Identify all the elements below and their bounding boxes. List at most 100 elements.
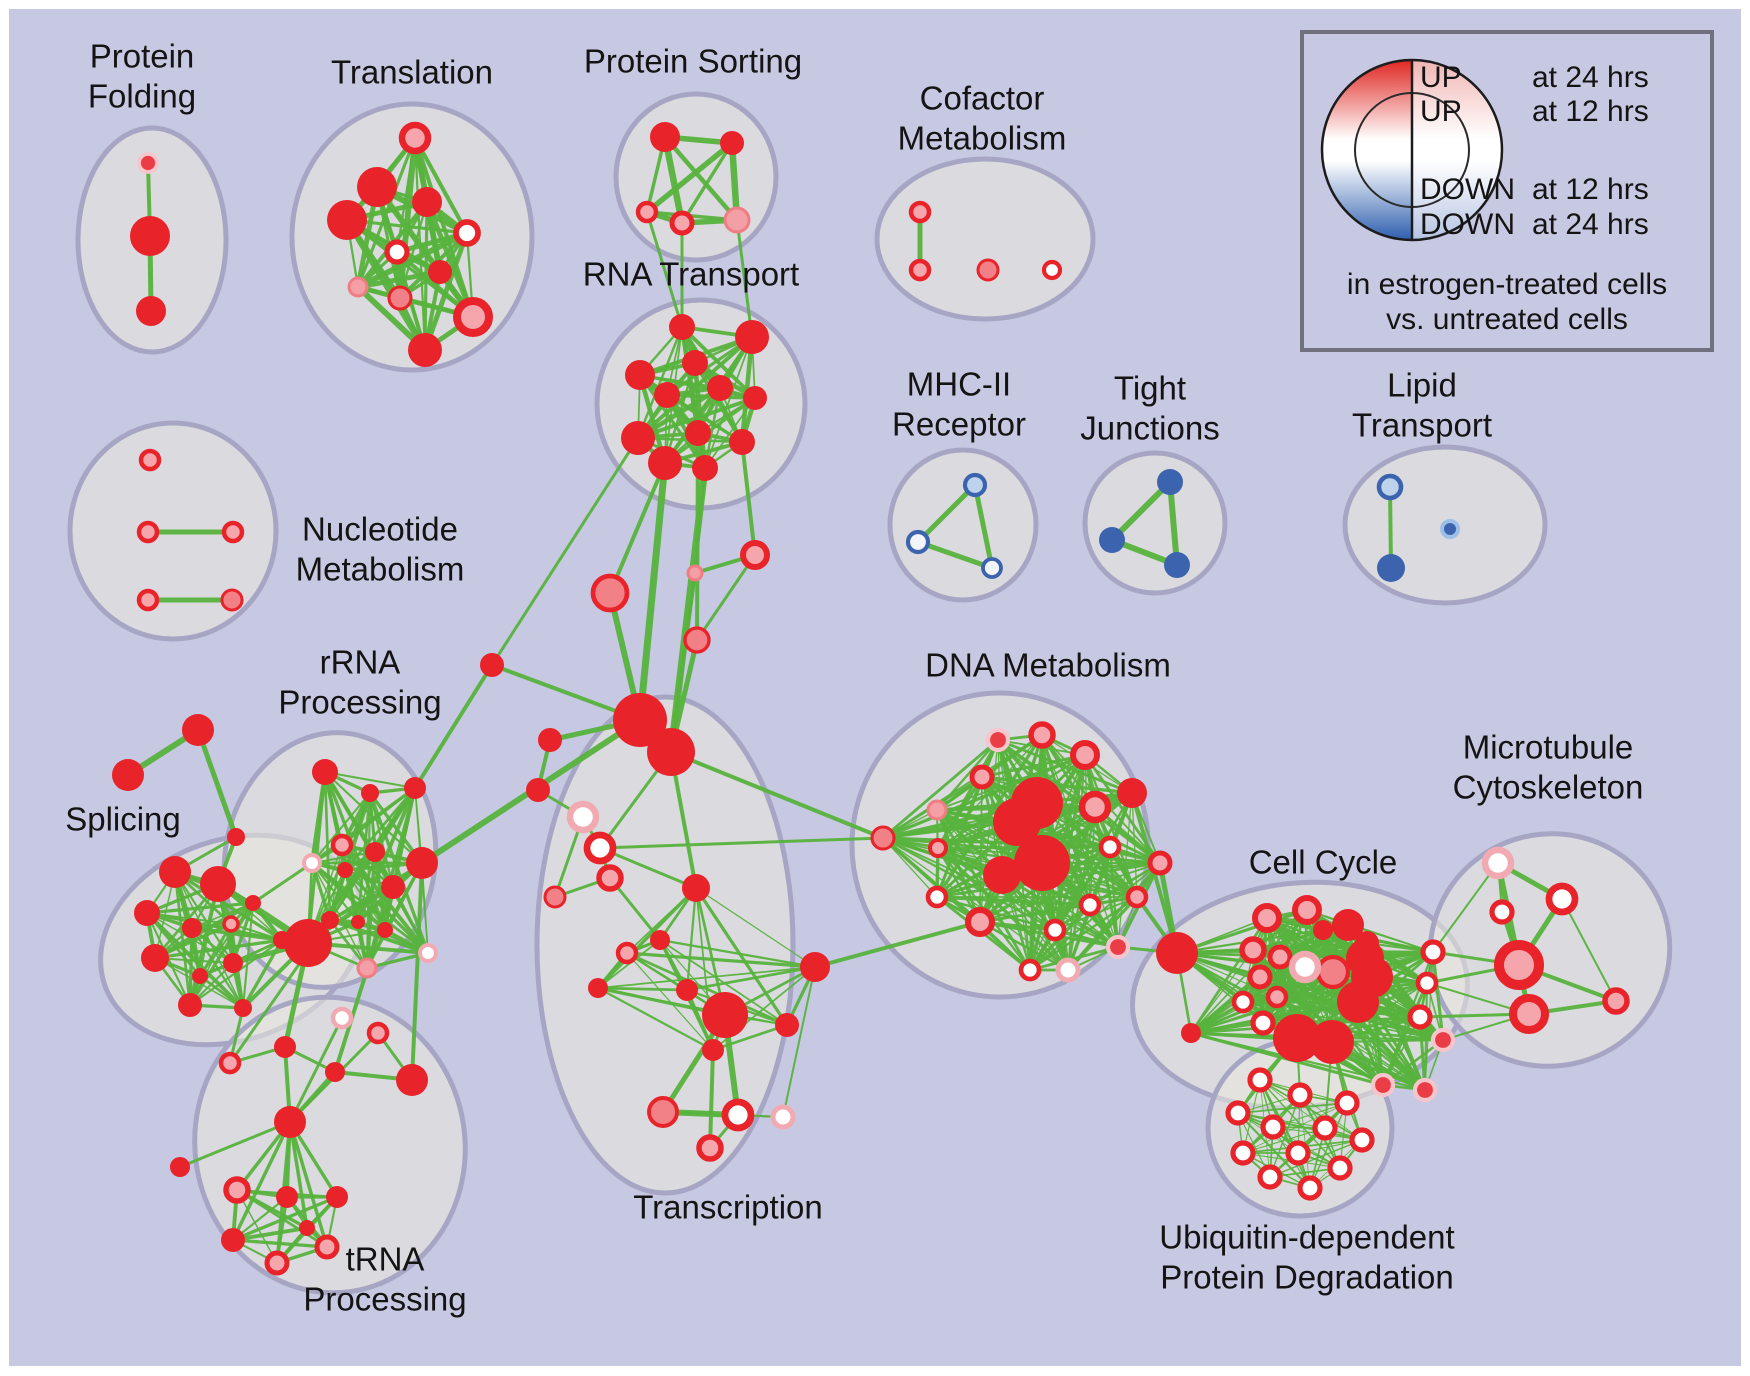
node-ubiquitin-degradation-3[interactable]	[1225, 1100, 1251, 1126]
node-dna-metabolism-17[interactable]	[1125, 885, 1149, 909]
node-transcription-12[interactable]	[721, 1098, 755, 1132]
node-ubiquitin-degradation-10[interactable]	[1257, 1164, 1283, 1190]
node-ubiquitin-degradation-8[interactable]	[1285, 1140, 1311, 1166]
node-protein-folding-1[interactable]	[130, 216, 170, 256]
node-transcription-5[interactable]	[588, 978, 608, 998]
node-transcription-13[interactable]	[770, 1104, 796, 1130]
node-cell-cycle-12[interactable]	[1267, 944, 1293, 970]
node-dna-metabolism-0[interactable]	[870, 825, 896, 851]
node-cell-cycle-3[interactable]	[1292, 895, 1322, 925]
node-hub-6[interactable]	[538, 728, 562, 752]
node-translation-4[interactable]	[453, 219, 481, 247]
node-dna-metabolism-6[interactable]	[1078, 790, 1112, 824]
node-trna-processing-3[interactable]	[325, 1062, 345, 1082]
node-cell-cycle-23[interactable]	[1430, 1027, 1456, 1053]
node-microtubule-cytoskeleton-3[interactable]	[1494, 940, 1544, 990]
node-cell-cycle-5[interactable]	[1332, 909, 1364, 941]
node-splicing-8[interactable]	[245, 895, 261, 911]
node-translation-6[interactable]	[428, 260, 452, 284]
node-cell-cycle-4[interactable]	[1313, 920, 1333, 940]
node-rrna-processing-13[interactable]	[418, 943, 438, 963]
node-microtubule-cytoskeleton-4[interactable]	[1602, 987, 1630, 1015]
node-cell-cycle-0[interactable]	[1156, 932, 1198, 974]
node-rna-transport-9[interactable]	[729, 429, 755, 455]
node-hub-4[interactable]	[590, 573, 630, 613]
node-transcription-0[interactable]	[583, 831, 617, 865]
node-trna-processing-9[interactable]	[314, 1234, 340, 1260]
node-hub-2[interactable]	[740, 540, 770, 570]
node-trna-processing-10[interactable]	[264, 1250, 290, 1276]
node-hub-10[interactable]	[480, 653, 504, 677]
node-hub-3[interactable]	[686, 564, 704, 582]
node-rna-transport-2[interactable]	[625, 360, 655, 390]
node-transcription-7[interactable]	[800, 952, 830, 982]
node-translation-2[interactable]	[327, 200, 367, 240]
node-ubiquitin-degradation-4[interactable]	[1260, 1114, 1286, 1140]
node-splicing-4[interactable]	[222, 915, 240, 933]
node-splicing-triangle-0[interactable]	[182, 714, 214, 746]
node-trna-processing-11[interactable]	[299, 1220, 315, 1236]
node-cell-cycle-25[interactable]	[1412, 1077, 1438, 1103]
node-hub-8[interactable]	[566, 800, 600, 834]
node-splicing-triangle-1[interactable]	[112, 759, 144, 791]
node-translation-0[interactable]	[398, 121, 432, 155]
node-cell-cycle-15[interactable]	[1265, 985, 1289, 1009]
node-tight-junctions-2[interactable]	[1164, 552, 1190, 578]
node-trna-processing-12[interactable]	[170, 1157, 190, 1177]
node-rna-transport-10[interactable]	[648, 446, 682, 480]
node-lipid-transport-1[interactable]	[1377, 554, 1405, 582]
node-protein-folding-0[interactable]	[137, 152, 159, 174]
node-ubiquitin-degradation-9[interactable]	[1327, 1155, 1353, 1181]
node-dna-metabolism-1[interactable]	[985, 727, 1011, 753]
node-microtubule-cytoskeleton-0[interactable]	[1481, 846, 1515, 880]
node-rna-transport-4[interactable]	[707, 375, 733, 401]
node-splicing-6[interactable]	[192, 968, 208, 984]
node-lipid-transport-2[interactable]	[1440, 519, 1460, 539]
node-rrna-processing-8[interactable]	[406, 847, 438, 879]
node-nucleotide-metabolism-0[interactable]	[138, 448, 162, 472]
node-ubiquitin-degradation-7[interactable]	[1230, 1140, 1256, 1166]
node-dna-metabolism-21[interactable]	[1018, 958, 1042, 982]
node-cell-cycle-16[interactable]	[1231, 990, 1255, 1014]
node-dna-metabolism-16[interactable]	[965, 907, 995, 937]
node-trna-processing-4[interactable]	[396, 1064, 428, 1096]
node-dna-metabolism-9[interactable]	[993, 798, 1041, 846]
node-transcription-8[interactable]	[702, 992, 748, 1038]
node-cell-cycle-10[interactable]	[1315, 954, 1351, 990]
node-nucleotide-metabolism-1[interactable]	[136, 520, 160, 544]
node-cofactor-metabolism-0[interactable]	[908, 200, 932, 224]
node-rna-transport-3[interactable]	[682, 350, 708, 376]
node-rna-transport-7[interactable]	[621, 421, 655, 455]
node-dna-metabolism-7[interactable]	[1117, 778, 1147, 808]
node-microtubule-cytoskeleton-1[interactable]	[1545, 882, 1579, 916]
node-protein-sorting-0[interactable]	[650, 122, 680, 152]
node-splicing-triangle-2[interactable]	[227, 828, 245, 846]
node-splicing-9[interactable]	[178, 993, 202, 1017]
node-dna-metabolism-19[interactable]	[1043, 918, 1067, 942]
node-microtubule-cytoskeleton-5[interactable]	[1509, 994, 1549, 1034]
node-dna-metabolism-22[interactable]	[1105, 934, 1131, 960]
node-trna-processing-1[interactable]	[218, 1051, 242, 1075]
node-hub-0[interactable]	[613, 693, 667, 747]
node-transcription-6[interactable]	[676, 979, 698, 1001]
node-nucleotide-metabolism-4[interactable]	[220, 588, 244, 612]
node-cofactor-metabolism-1[interactable]	[908, 258, 932, 282]
node-cell-cycle-18[interactable]	[1273, 1014, 1321, 1062]
node-dna-metabolism-20[interactable]	[1055, 957, 1081, 983]
node-cell-cycle-24[interactable]	[1370, 1072, 1396, 1098]
node-transcription-1[interactable]	[596, 864, 624, 892]
node-rrna-processing-7[interactable]	[337, 862, 353, 878]
node-rrna-processing-12[interactable]	[377, 922, 393, 938]
node-rrna-processing-3[interactable]	[404, 777, 426, 799]
node-microtubule-cytoskeleton-2[interactable]	[1489, 899, 1515, 925]
node-tight-junctions-1[interactable]	[1099, 527, 1125, 553]
node-dna-metabolism-2[interactable]	[1028, 721, 1056, 749]
node-cell-cycle-22[interactable]	[1407, 1004, 1433, 1030]
node-trna-processing-13[interactable]	[330, 1006, 354, 1030]
node-rna-transport-8[interactable]	[685, 420, 711, 446]
node-hub-9[interactable]	[543, 885, 567, 909]
node-splicing-1[interactable]	[200, 866, 236, 902]
node-protein-folding-2[interactable]	[136, 296, 166, 326]
node-dna-metabolism-14[interactable]	[1147, 850, 1173, 876]
node-protein-sorting-4[interactable]	[723, 206, 751, 234]
